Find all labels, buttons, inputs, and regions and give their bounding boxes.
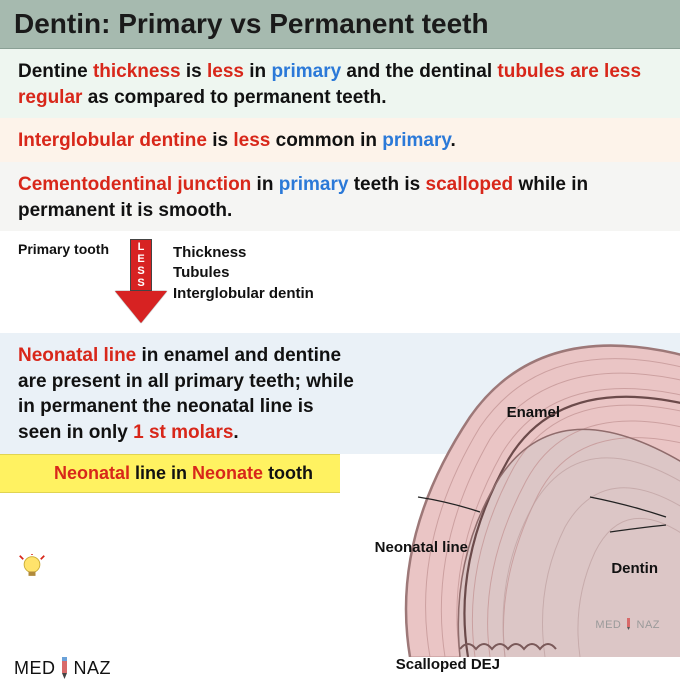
pen-icon — [59, 655, 71, 681]
text: as compared to permanent teeth. — [82, 87, 386, 108]
text: in — [251, 174, 278, 195]
arrow-caption: Primary tooth — [18, 239, 109, 257]
hl-primary: primary — [271, 61, 341, 82]
text: in — [244, 61, 271, 82]
text: common in — [270, 130, 382, 151]
arrow-list: Thickness Tubules Interglobular dentin — [173, 239, 314, 304]
hl-neonatal: Neonatal line — [18, 345, 136, 366]
text: is — [207, 130, 233, 151]
tooth-diagram — [350, 327, 680, 657]
hl-scalloped: scalloped — [426, 174, 514, 195]
wm-right: NAZ — [637, 619, 661, 631]
hl-primary: primary — [382, 130, 450, 151]
fact-interglobular: Interglobular dentine is less common in … — [0, 118, 680, 162]
diagram-label-enamel: Enamel — [507, 404, 560, 421]
text: line in — [130, 463, 192, 483]
diagram-label-dentin: Dentin — [611, 560, 658, 577]
list-item: Thickness — [173, 243, 314, 263]
hl-interglobular: Interglobular dentine — [18, 130, 207, 151]
arrow-letter: S — [137, 277, 144, 289]
text: Dentine — [18, 61, 93, 82]
pen-icon — [625, 618, 633, 630]
arrow-letter: L — [138, 241, 145, 253]
hl-first-molars: 1 st molars — [133, 422, 233, 443]
diagram-label-neonatal: Neonatal line — [375, 539, 468, 556]
text: teeth is — [348, 174, 425, 195]
hl-less: less — [233, 130, 270, 151]
brand-footer: MED NAZ — [14, 655, 111, 681]
watermark: MED NAZ — [595, 618, 660, 631]
hl-cdj: Cementodentinal junction — [18, 174, 251, 195]
arrow-letter: S — [137, 265, 144, 277]
diagram-label-dej: Scalloped DEJ — [396, 656, 500, 673]
hl-neonatal: Neonatal — [54, 463, 130, 483]
title-bar: Dentin: Primary vs Permanent teeth — [0, 0, 680, 49]
hl-neonate: Neonate — [192, 463, 263, 483]
less-arrow-icon: L E S S — [119, 239, 163, 327]
wm-left: MED — [595, 619, 621, 631]
brand-right: NAZ — [74, 658, 112, 679]
text: tooth — [263, 463, 313, 483]
text: is — [181, 61, 207, 82]
fact-thickness: Dentine thickness is less in primary and… — [0, 49, 680, 118]
mnemonic-bar: Neonatal line in Neonate tooth — [0, 454, 340, 493]
hl-primary: primary — [279, 174, 349, 195]
lightbulb-icon — [18, 554, 46, 582]
arrow-panel: Primary tooth L E S S Thickness Tubules … — [0, 231, 680, 333]
list-item: Interglobular dentin — [173, 284, 314, 304]
fact-cdj: Cementodentinal junction in primary teet… — [0, 162, 680, 231]
text: . — [451, 130, 456, 151]
arrow-letter: E — [137, 253, 144, 265]
list-item: Tubules — [173, 263, 314, 283]
text: . — [233, 422, 238, 443]
hl-less: less — [207, 61, 244, 82]
text: and the dentinal — [341, 61, 497, 82]
page-title: Dentin: Primary vs Permanent teeth — [14, 8, 666, 40]
brand-left: MED — [14, 658, 56, 679]
hl-thickness: thickness — [93, 61, 181, 82]
